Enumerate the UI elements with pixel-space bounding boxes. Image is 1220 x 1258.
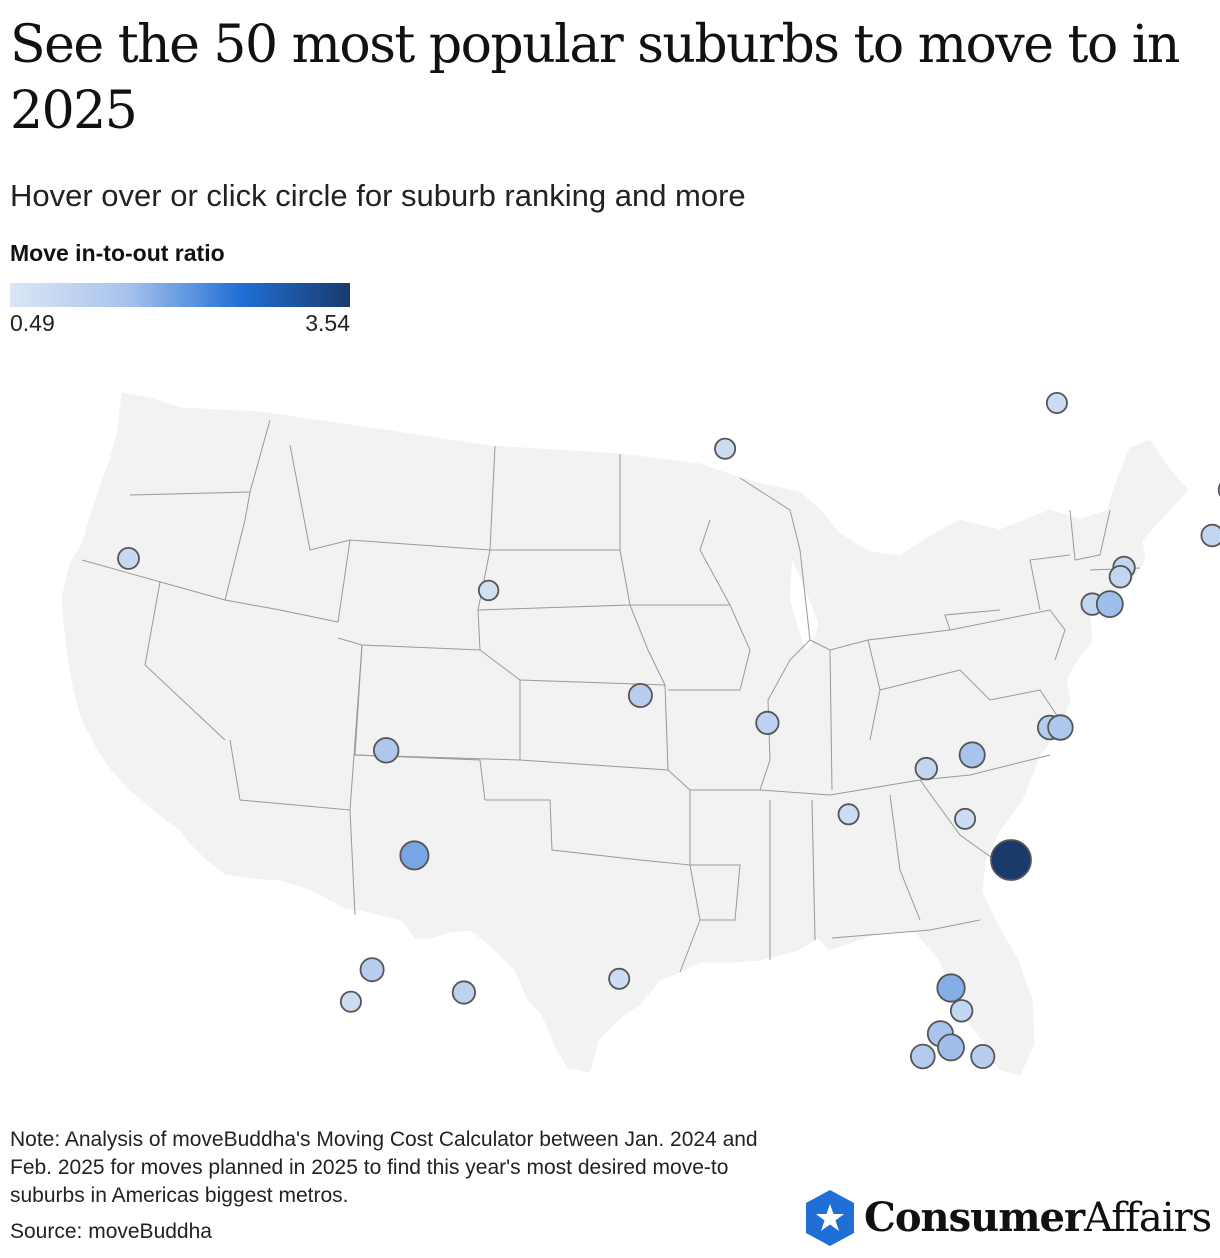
suburb-marker[interactable] (954, 807, 977, 830)
suburb-markers (117, 392, 1220, 1070)
suburb-marker[interactable] (714, 437, 737, 460)
suburb-marker[interactable] (914, 756, 939, 781)
suburb-marker[interactable] (1047, 714, 1074, 741)
suburb-marker[interactable] (339, 990, 362, 1013)
chart-subtitle: Hover over or click circle for suburb ra… (10, 178, 746, 213)
us-map (61, 392, 1220, 1076)
us-land (61, 392, 1189, 1076)
source-note: Source: moveBuddha (10, 1220, 212, 1243)
suburb-marker[interactable] (359, 957, 385, 983)
suburb-marker[interactable] (970, 1044, 996, 1070)
suburb-marker[interactable] (909, 1043, 936, 1070)
footnote: Note: Analysis of moveBuddha's Moving Co… (10, 1128, 758, 1207)
suburb-marker[interactable] (837, 803, 860, 826)
suburb-marker[interactable] (627, 682, 653, 708)
suburb-marker[interactable] (1095, 590, 1124, 619)
suburb-marker[interactable] (1200, 523, 1220, 548)
suburb-marker[interactable] (949, 999, 974, 1023)
state-borders (81, 419, 1141, 973)
logo-wordmark: ConsumerAffairs (864, 1194, 1212, 1241)
suburb-marker[interactable] (117, 546, 140, 570)
chart-title: See the 50 most popular suburbs to move … (10, 15, 1180, 141)
legend-max-label: 3.54 (305, 310, 350, 336)
suburb-marker[interactable] (1045, 392, 1068, 415)
suburb-marker[interactable] (937, 1033, 965, 1062)
suburb-marker[interactable] (477, 579, 500, 602)
suburb-marker[interactable] (451, 980, 476, 1005)
legend-color-bar (10, 283, 350, 307)
suburb-marker[interactable] (936, 973, 966, 1003)
legend-title: Move in-to-out ratio (10, 240, 225, 266)
suburb-marker[interactable] (755, 710, 780, 735)
suburb-marker[interactable] (990, 839, 1032, 881)
lake-michigan (790, 560, 818, 650)
legend-min-label: 0.49 (10, 310, 55, 336)
consumeraffairs-logo: ConsumerAffairs (802, 1188, 1220, 1250)
suburb-marker[interactable] (399, 840, 430, 871)
suburb-marker[interactable] (1108, 564, 1133, 589)
us-outline (61, 392, 1189, 1076)
suburb-marker[interactable] (958, 741, 986, 769)
suburb-marker[interactable] (608, 967, 631, 990)
star-shield-icon (806, 1190, 854, 1246)
suburb-marker[interactable] (373, 737, 400, 764)
